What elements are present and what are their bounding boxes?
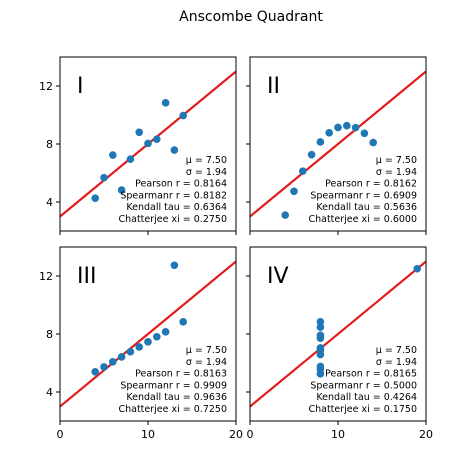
x-tick-label: 0 <box>57 428 64 441</box>
data-point <box>307 150 316 159</box>
panel-label: I <box>77 74 84 99</box>
stat-line: Spearmanr r = 0.6909 <box>310 190 417 201</box>
stat-line: Spearmanr r = 0.5000 <box>310 380 417 391</box>
data-point <box>360 129 369 138</box>
data-point <box>117 353 126 361</box>
data-point <box>135 343 143 351</box>
stat-line: Pearson r = 0.8163 <box>135 369 227 380</box>
stat-line: σ = 1.94 <box>376 167 417 178</box>
data-point <box>144 139 152 148</box>
stat-line: μ = 7.50 <box>186 345 227 356</box>
data-point <box>117 186 126 194</box>
fit-line <box>60 260 236 408</box>
panel-label: III <box>77 264 96 289</box>
data-point <box>299 167 307 175</box>
stat-line: Chatterjee xi = 0.2750 <box>118 214 227 225</box>
stat-line: Pearson r = 0.8165 <box>325 369 417 380</box>
stat-line: Kendall tau = 0.9636 <box>126 392 227 403</box>
data-point <box>325 129 334 137</box>
data-point <box>161 99 170 107</box>
data-point <box>144 338 152 346</box>
y-tick-label: 12 <box>39 80 53 93</box>
y-tick-label: 4 <box>46 386 53 399</box>
x-tick-label: 10 <box>331 428 345 441</box>
y-tick-label: 8 <box>46 138 53 151</box>
data-point <box>153 332 161 341</box>
stat-line: Spearmanr r = 0.8182 <box>120 190 227 201</box>
stat-line: Kendall tau = 0.5636 <box>316 202 417 213</box>
panel-label: II <box>267 74 280 99</box>
fit-line <box>250 70 426 218</box>
stat-line: Chatterjee xi = 0.7250 <box>118 404 227 415</box>
data-point <box>100 173 108 182</box>
stat-line: μ = 7.50 <box>186 155 227 166</box>
stat-line: σ = 1.94 <box>186 357 227 368</box>
data-point <box>316 331 325 340</box>
data-point <box>316 138 325 146</box>
data-point <box>170 261 179 270</box>
data-point <box>153 135 161 144</box>
data-point <box>369 138 378 147</box>
stat-line: Kendall tau = 0.6364 <box>126 202 227 213</box>
data-point <box>413 264 422 273</box>
data-point <box>161 328 170 336</box>
y-tick-label: 4 <box>46 196 53 209</box>
data-point <box>316 318 325 326</box>
data-point <box>179 111 187 120</box>
data-point <box>281 211 290 219</box>
stat-line: μ = 7.50 <box>376 155 417 166</box>
data-point <box>351 123 360 132</box>
data-point <box>343 121 351 130</box>
data-point <box>91 194 99 203</box>
data-point <box>100 363 108 371</box>
data-point <box>334 123 342 132</box>
stat-line: σ = 1.94 <box>376 357 417 368</box>
stat-line: σ = 1.94 <box>186 167 227 178</box>
panel-label: IV <box>267 264 289 289</box>
x-tick-label: 20 <box>419 428 433 441</box>
data-point <box>290 187 298 196</box>
stat-line: μ = 7.50 <box>376 345 417 356</box>
stat-line: Kendall tau = 0.4264 <box>316 392 417 403</box>
chart-title: Anscombe Quadrant <box>179 9 323 25</box>
y-tick-label: 12 <box>39 270 53 283</box>
stat-line: Pearson r = 0.8162 <box>325 179 417 190</box>
x-tick-label: 0 <box>247 428 254 441</box>
stat-line: Chatterjee xi = 0.1750 <box>308 404 417 415</box>
data-point <box>316 346 325 354</box>
data-point <box>109 358 117 366</box>
stat-line: Chatterjee xi = 0.6000 <box>308 214 417 225</box>
data-point <box>170 146 179 154</box>
x-tick-label: 10 <box>141 428 155 441</box>
data-point <box>109 151 117 159</box>
data-point <box>135 128 143 137</box>
x-tick-label: 20 <box>229 428 243 441</box>
y-tick-label: 8 <box>46 328 53 341</box>
fit-line <box>250 260 426 408</box>
stat-line: Pearson r = 0.8164 <box>135 179 227 190</box>
stat-line: Spearmanr r = 0.9909 <box>120 380 227 391</box>
data-point <box>91 368 99 376</box>
data-point <box>316 365 325 374</box>
data-point <box>126 348 135 356</box>
data-point <box>179 318 187 326</box>
data-point <box>126 155 135 164</box>
data-point <box>316 323 325 331</box>
